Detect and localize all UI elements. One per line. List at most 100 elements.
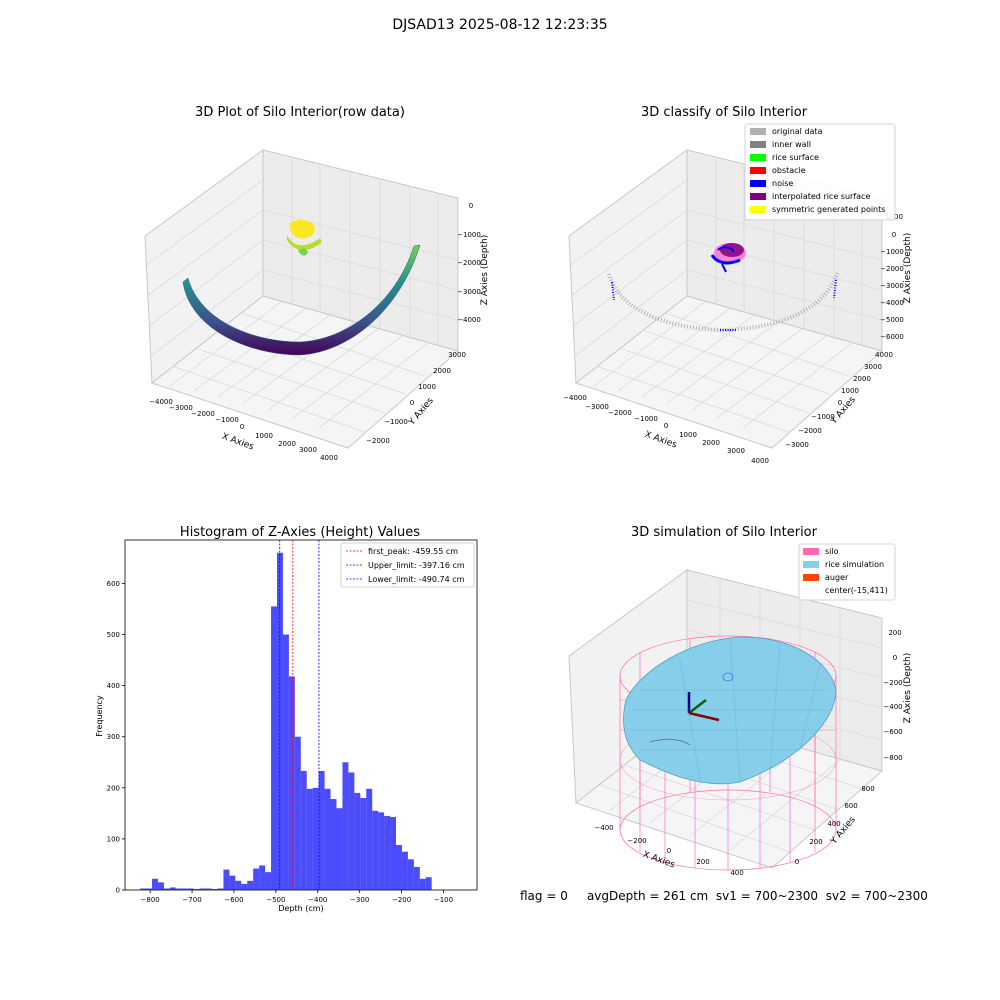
svg-text:−4000: −4000 xyxy=(149,398,173,406)
svg-text:−2000: −2000 xyxy=(608,409,632,417)
svg-text:−3000: −3000 xyxy=(169,404,193,412)
y-tick-label: 0 xyxy=(116,887,120,895)
legend-label-rice-surface: rice surface xyxy=(772,153,819,162)
legend-label-center: center(-15,411) xyxy=(825,586,888,595)
svg-text:3000: 3000 xyxy=(299,446,317,454)
histogram-bar xyxy=(342,762,349,890)
legend-swatch-interpolated xyxy=(750,193,766,200)
svg-text:2000: 2000 xyxy=(278,440,296,448)
classify-grid xyxy=(568,157,883,433)
svg-text:0: 0 xyxy=(664,422,668,430)
sv2-text: sv2 = 700~2300 xyxy=(825,889,928,903)
legend-swatch-rice-surface xyxy=(750,154,766,161)
histogram-bar xyxy=(413,867,420,890)
svg-text:2000: 2000 xyxy=(433,367,451,375)
svg-text:4000: 4000 xyxy=(875,351,893,359)
svg-text:0: 0 xyxy=(893,654,897,662)
y-tick-label: 400 xyxy=(107,682,120,690)
x-tick-label: −700 xyxy=(182,896,201,904)
legend-label-obstacle: obstacle xyxy=(772,166,806,175)
classify-xlabel: X Axies xyxy=(643,430,678,451)
legend-label-first-peak: first_peak: -459.55 cm xyxy=(368,547,458,556)
histogram-bar xyxy=(294,736,301,890)
svg-text:0: 0 xyxy=(892,231,896,239)
histogram-bar xyxy=(211,888,218,890)
legend-label-symmetric: symmetric generated points xyxy=(772,205,885,214)
raw-z-ticks: 0 −1000 −2000 −3000 −4000 xyxy=(457,202,481,324)
svg-text:3000: 3000 xyxy=(727,447,745,455)
y-tick-label: 100 xyxy=(107,835,120,843)
histogram-bar xyxy=(288,676,295,890)
svg-text:800: 800 xyxy=(861,785,874,793)
svg-text:1000: 1000 xyxy=(255,432,273,440)
histogram-bar xyxy=(205,888,212,890)
histogram-bar xyxy=(193,888,200,890)
histogram-bar xyxy=(223,869,230,890)
classify-wall xyxy=(607,271,840,333)
svg-text:−1000: −1000 xyxy=(811,413,835,421)
histogram-bar xyxy=(152,878,158,890)
svg-text:1000: 1000 xyxy=(841,387,859,395)
raw-x-ticks: −4000 −3000 −2000 −1000 0 1000 2000 3000… xyxy=(149,398,338,462)
histogram-bar xyxy=(401,851,408,890)
x-tick-label: −100 xyxy=(434,896,453,904)
raw-surface xyxy=(182,244,421,356)
legend-swatch-symmetric xyxy=(750,206,766,213)
legend-label-lower-limit: Lower_limit: -490.74 cm xyxy=(368,575,465,584)
histogram-bar xyxy=(354,792,361,890)
avg-depth-text: avgDepth = 261 cm xyxy=(586,889,709,903)
simulation-x-ticks: −400 −200 0 200 400 xyxy=(594,824,743,877)
simulation-center-marker xyxy=(722,672,734,682)
histogram-bar xyxy=(366,788,373,890)
raw-panel: 3D Plot of Silo Interior(row data) xyxy=(144,105,490,462)
histogram-bar xyxy=(169,887,176,890)
sv1-text: sv1 = 700~2300 xyxy=(715,889,819,903)
svg-text:1000: 1000 xyxy=(418,383,436,391)
histogram-bar xyxy=(425,877,432,890)
svg-text:−4000: −4000 xyxy=(563,394,587,402)
status-footer: flag = 0 avgDepth = 261 cm sv1 = 700~230… xyxy=(520,889,928,903)
svg-text:−2000: −2000 xyxy=(366,437,390,445)
histogram-reference-lines xyxy=(279,540,320,890)
histogram-bar xyxy=(163,888,170,890)
legend-swatch-rice xyxy=(803,561,819,568)
y-tick-label: 600 xyxy=(107,580,120,588)
classify-ylabel: Y Axies xyxy=(829,395,858,427)
histogram-bar xyxy=(407,859,414,890)
svg-text:−400: −400 xyxy=(883,703,902,711)
simulation-title: 3D simulation of Silo Interior xyxy=(631,525,818,540)
histogram-bar xyxy=(276,552,283,890)
classify-noise-edges xyxy=(611,279,837,331)
histogram-bar xyxy=(157,882,164,890)
simulation-rice-mesh xyxy=(630,639,834,783)
x-tick-label: −200 xyxy=(392,896,411,904)
histogram-xlabel: Depth (cm) xyxy=(278,904,323,913)
svg-text:3000: 3000 xyxy=(448,351,466,359)
histogram-bar xyxy=(181,888,188,890)
raw-zlabel: Z Axies (Depth) xyxy=(480,235,490,306)
svg-text:−800: −800 xyxy=(883,754,902,762)
svg-text:−1000: −1000 xyxy=(215,416,239,424)
x-tick-label: −500 xyxy=(266,896,285,904)
svg-text:0: 0 xyxy=(469,202,473,210)
svg-text:−3000: −3000 xyxy=(880,282,904,290)
classify-legend: original data inner wall rice surface ob… xyxy=(744,123,896,221)
histogram-bar xyxy=(312,787,319,890)
svg-text:−2000: −2000 xyxy=(457,259,481,267)
histogram-bar xyxy=(330,799,337,890)
histogram-bar xyxy=(300,770,307,890)
svg-text:−200: −200 xyxy=(883,679,902,687)
svg-text:−2000: −2000 xyxy=(191,410,215,418)
histogram-bar xyxy=(390,816,396,890)
raw-y-ticks: −2000 −1000 0 1000 2000 3000 xyxy=(366,351,466,445)
flag-text: flag = 0 xyxy=(520,889,568,903)
histogram-bar xyxy=(306,788,313,890)
svg-text:−1000: −1000 xyxy=(634,415,658,423)
simulation-panel: 3D simulation of Silo Interior xyxy=(568,525,913,877)
histogram-bar xyxy=(348,772,355,890)
svg-text:600: 600 xyxy=(844,802,857,810)
svg-text:−5000: −5000 xyxy=(880,316,904,324)
svg-text:−3000: −3000 xyxy=(785,441,809,449)
histogram-bar xyxy=(146,888,153,890)
raw-xlabel: X Axies xyxy=(220,432,255,453)
